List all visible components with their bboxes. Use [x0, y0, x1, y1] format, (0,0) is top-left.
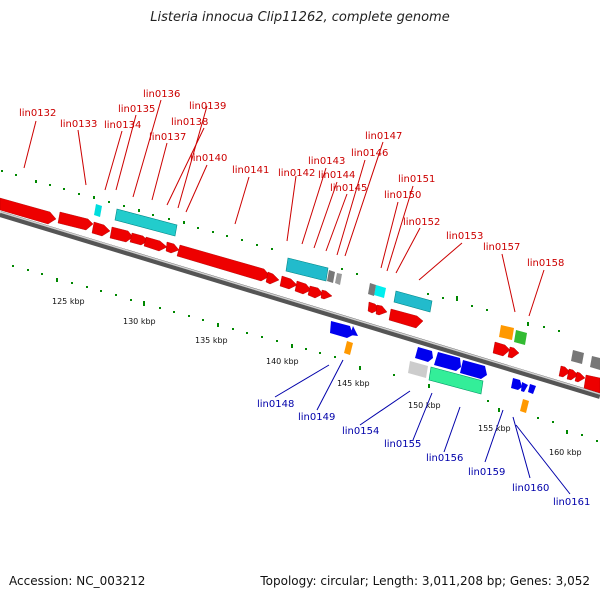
gene-lin0142: [279, 275, 298, 290]
label-lin0161: lin0161: [553, 497, 590, 508]
gene-green-lin0158: [514, 330, 527, 345]
label-lin0157: lin0157: [483, 242, 520, 253]
gene-gray-lin0150: [368, 283, 376, 296]
gene-lin0154b: [434, 352, 461, 371]
label-lin0148: lin0148: [257, 399, 294, 410]
scale-label-130: 130 kbp: [123, 317, 156, 326]
label-lin0147: lin0147: [365, 131, 402, 142]
gene-lin0137: [143, 236, 168, 252]
forward-genes: [0, 197, 600, 394]
gene-lin0160: [521, 382, 528, 392]
gene-lin0132: [0, 197, 57, 225]
rna-lin0134: [94, 204, 102, 217]
gene-lin0151: [375, 304, 388, 316]
map-title: Listeria innocua Clip11262, complete gen…: [150, 10, 450, 25]
label-lin0156: lin0156: [426, 453, 463, 464]
label-lin0153: lin0153: [446, 231, 483, 242]
label-lin0143: lin0143: [308, 156, 345, 167]
rna-lin0135-0136: [114, 208, 178, 237]
gene-lin0158: [507, 346, 520, 359]
gene-lin0148b: [350, 326, 358, 336]
reverse-genes: [330, 321, 536, 413]
gene-lin0144: [307, 285, 324, 299]
gene-lin0161: [528, 384, 536, 394]
label-lin0151: lin0151: [398, 174, 435, 185]
gene-gray-lin0147: [335, 273, 342, 285]
reverse-leader-lines: [274, 359, 571, 495]
gene-orange-lin0160: [520, 399, 529, 413]
gene-lin0159: [511, 378, 522, 390]
label-lin0149: lin0149: [298, 412, 335, 423]
lower-tick-track: [12, 265, 598, 442]
label-lin0134: lin0134: [104, 120, 141, 131]
label-lin0154: lin0154: [342, 426, 379, 437]
gene-lin0138: [165, 241, 180, 254]
gene-lin0135: [109, 226, 134, 243]
scale-label-125: 125 kbp: [52, 297, 85, 306]
label-lin0142: lin0142: [278, 168, 315, 179]
label-lin0146: lin0146: [351, 148, 388, 159]
gene-right-3: [574, 371, 586, 383]
scale-labels: 125 kbp 130 kbp 135 kbp 140 kbp 145 kbp …: [52, 297, 582, 457]
scale-label-135: 135 kbp: [195, 336, 228, 345]
gene-lin0155: [460, 360, 487, 379]
label-lin0144: lin0144: [318, 170, 355, 181]
gene-right-4: [583, 374, 600, 394]
accession-text: Accession: NC_003212: [9, 574, 146, 588]
gene-lin0152: [388, 308, 424, 329]
rna-lin0151: [374, 285, 386, 298]
gene-gray-lin0155: [408, 361, 428, 378]
label-lin0150: lin0150: [384, 190, 421, 201]
label-lin0155: lin0155: [384, 439, 421, 450]
label-lin0158: lin0158: [527, 258, 564, 269]
gene-orange-lin0149: [344, 341, 353, 355]
label-lin0132: lin0132: [19, 108, 56, 119]
forward-leader-lines: [23, 99, 545, 317]
rna-lin0156: [428, 366, 484, 395]
gene-lin0148: [330, 321, 353, 338]
scale-label-145: 145 kbp: [337, 379, 370, 388]
scale-label-160: 160 kbp: [549, 448, 582, 457]
forward-gene-labels: lin0132 lin0133 lin0134 lin0135 lin0136 …: [19, 89, 564, 269]
gene-lin0141: [265, 271, 280, 285]
label-lin0137: lin0137: [149, 132, 186, 143]
gene-gray-lin0146: [327, 270, 335, 283]
label-lin0140: lin0140: [190, 153, 227, 164]
label-lin0145: lin0145: [330, 183, 367, 194]
gene-orange-lin0157: [499, 325, 514, 340]
label-lin0138: lin0138: [171, 117, 208, 128]
gene-right-2: [566, 368, 579, 381]
gene-lin0133: [57, 211, 94, 231]
scale-label-140: 140 kbp: [266, 357, 299, 366]
label-lin0159: lin0159: [468, 467, 505, 478]
topology-text: Topology: circular; Length: 3,011,208 bp…: [260, 574, 590, 588]
gene-lin0140: [176, 244, 271, 282]
gene-gray-edge: [590, 356, 600, 370]
upper-tick-track: [1, 170, 560, 332]
gene-lin0154a: [415, 347, 433, 362]
label-lin0136: lin0136: [143, 89, 180, 100]
scale-label-150: 150 kbp: [408, 401, 441, 410]
rna-lin0152: [393, 290, 433, 313]
label-lin0160: lin0160: [512, 483, 549, 494]
label-lin0141: lin0141: [232, 165, 269, 176]
genome-backbone: [0, 211, 600, 399]
gene-lin0157: [492, 341, 511, 357]
label-lin0135: lin0135: [118, 104, 155, 115]
gene-right-1: [558, 365, 571, 378]
scale-label-155: 155 kbp: [478, 424, 511, 433]
label-lin0133: lin0133: [60, 119, 97, 130]
label-lin0152: lin0152: [403, 217, 440, 228]
rna-lin0143: [285, 257, 329, 282]
gene-lin0143: [294, 280, 312, 295]
label-lin0139: lin0139: [189, 101, 226, 112]
rna-features: [94, 204, 600, 370]
gene-lin0145: [320, 289, 333, 300]
reverse-gene-labels: lin0148 lin0149 lin0154 lin0155 lin0156 …: [257, 399, 590, 508]
gene-gray-right: [571, 350, 584, 364]
gene-lin0134: [91, 221, 111, 237]
